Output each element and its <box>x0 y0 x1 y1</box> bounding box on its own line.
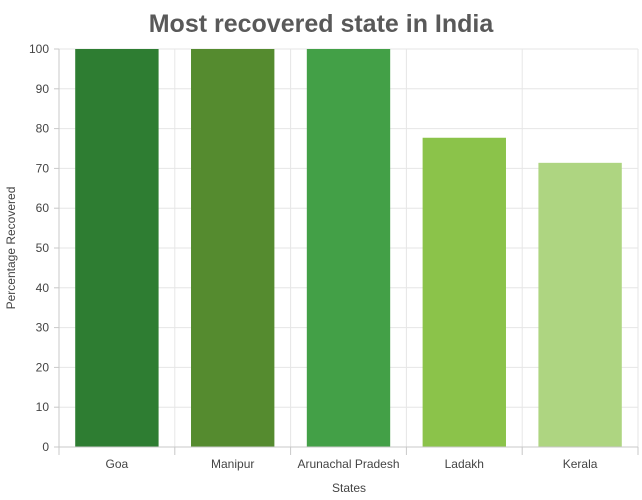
y-tick-label: 30 <box>36 321 50 335</box>
bar[interactable] <box>75 49 159 447</box>
y-axis-title: Percentage Recovered <box>4 187 18 310</box>
y-tick-label: 90 <box>36 82 50 96</box>
y-tick-label: 100 <box>29 42 49 56</box>
axis-layer: 0 10 20 30 40 50 60 70 80 90 100 Goa Manipur Arunacha… <box>29 42 639 471</box>
bars-layer <box>75 49 622 447</box>
y-tick-label: 0 <box>42 440 49 454</box>
bar[interactable] <box>191 49 275 447</box>
bar[interactable] <box>538 162 622 447</box>
x-tick-label: Kerala <box>563 457 598 471</box>
chart-title: Most recovered state in India <box>149 10 495 38</box>
x-tick-label: Arunachal Pradesh <box>297 457 399 471</box>
y-tick-label: 70 <box>36 161 50 175</box>
y-tick-label: 10 <box>36 400 50 414</box>
x-tick-label: Manipur <box>211 457 254 471</box>
y-tick-label: 40 <box>36 281 50 295</box>
bar[interactable] <box>306 49 391 447</box>
x-axis-title: States <box>332 481 366 495</box>
y-tick-label: 80 <box>36 122 50 136</box>
y-tick-label: 20 <box>36 360 50 374</box>
x-tick-label: Ladakh <box>445 457 484 471</box>
y-tick-label: 50 <box>36 241 50 255</box>
bar[interactable] <box>422 137 506 447</box>
y-tick-label: 60 <box>36 201 50 215</box>
x-tick-label: Goa <box>106 457 129 471</box>
